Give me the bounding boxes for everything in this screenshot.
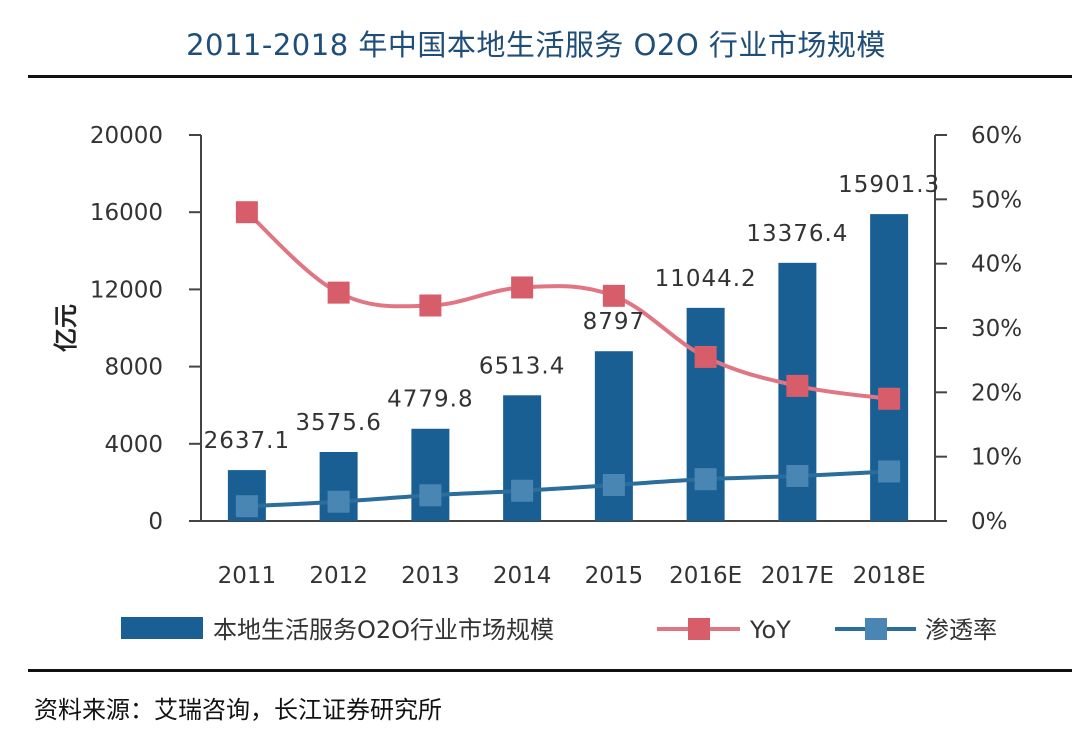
yoy-point (327, 281, 350, 304)
x-tick-label: 2015 (585, 563, 644, 589)
x-tick-label: 2014 (493, 563, 552, 589)
legend-label-bar: 本地生活服务O2O行业市场规模 (213, 616, 554, 644)
right-tick-label: 0% (971, 509, 1008, 535)
line-series (235, 201, 901, 518)
left-tick-label: 8000 (104, 355, 163, 381)
penetration-point (327, 490, 350, 513)
yoy-point (419, 294, 442, 317)
x-tick-label: 2018E (853, 563, 926, 589)
bar-value-label: 13376.4 (746, 221, 848, 247)
source-note: 资料来源：艾瑞咨询，长江证券研究所 (34, 696, 442, 724)
yoy-point (235, 201, 258, 224)
penetration-point (878, 460, 901, 483)
legend-swatch-penetration-marker (865, 618, 887, 640)
left-tick-label: 20000 (90, 123, 163, 149)
legend-swatch-yoy-marker (688, 618, 710, 640)
penetration-point (786, 464, 809, 487)
bar (411, 428, 450, 521)
left-tick-label: 16000 (90, 200, 163, 226)
penetration-point (419, 484, 442, 507)
top-divider (28, 75, 1072, 78)
yoy-point (786, 374, 809, 397)
legend-label-yoy: YoY (749, 616, 791, 644)
yoy-point (694, 345, 717, 368)
right-tick-label: 10% (971, 445, 1022, 471)
right-tick-label: 60% (971, 123, 1022, 149)
x-tick-label: 2012 (309, 563, 368, 589)
x-tick-label: 2013 (401, 563, 460, 589)
bar-value-label: 6513.4 (479, 353, 565, 379)
right-tick-label: 30% (971, 316, 1022, 342)
penetration-point (511, 479, 534, 502)
x-tick-label: 2017E (761, 563, 834, 589)
left-tick-label: 0 (148, 509, 163, 535)
bar-value-label: 4779.8 (387, 387, 473, 413)
chart-legend: 本地生活服务O2O行业市场规模 YoY 渗透率 (121, 616, 997, 644)
bar-value-label: 11044.2 (655, 266, 757, 292)
right-tick-label: 50% (971, 187, 1022, 213)
left-tick-label: 4000 (104, 432, 163, 458)
bar-value-label: 3575.6 (295, 410, 381, 436)
bar-value-label: 2637.1 (204, 428, 290, 454)
yoy-point (878, 387, 901, 410)
y-axis-title: 亿元 (52, 304, 80, 352)
penetration-point (602, 473, 625, 496)
yoy-point (511, 276, 534, 299)
bar (503, 395, 542, 521)
left-tick-label: 12000 (90, 277, 163, 303)
combo-chart: 0 4000 8000 12000 16000 20000 0% 10% 20% 30% 40% 50… (52, 123, 1022, 644)
right-tick-label: 40% (971, 252, 1022, 278)
bar-value-label: 15901.3 (838, 172, 940, 198)
bottom-divider (28, 669, 1072, 672)
chart-title: 2011-2018 年中国本地生活服务 O2O 行业市场规模 (186, 28, 886, 62)
legend-label-penetration: 渗透率 (925, 616, 997, 644)
penetration-point (235, 495, 258, 518)
x-tick-label: 2016E (669, 563, 742, 589)
yoy-point (602, 284, 625, 307)
bar-value-label: 8797 (583, 309, 646, 335)
penetration-point (694, 468, 717, 491)
legend-swatch-bar (121, 617, 203, 639)
right-tick-label: 20% (971, 380, 1022, 406)
x-tick-label: 2011 (218, 563, 277, 589)
chart-axes: 0 4000 8000 12000 16000 20000 0% 10% 20% 30% 40% 50… (52, 123, 1022, 589)
